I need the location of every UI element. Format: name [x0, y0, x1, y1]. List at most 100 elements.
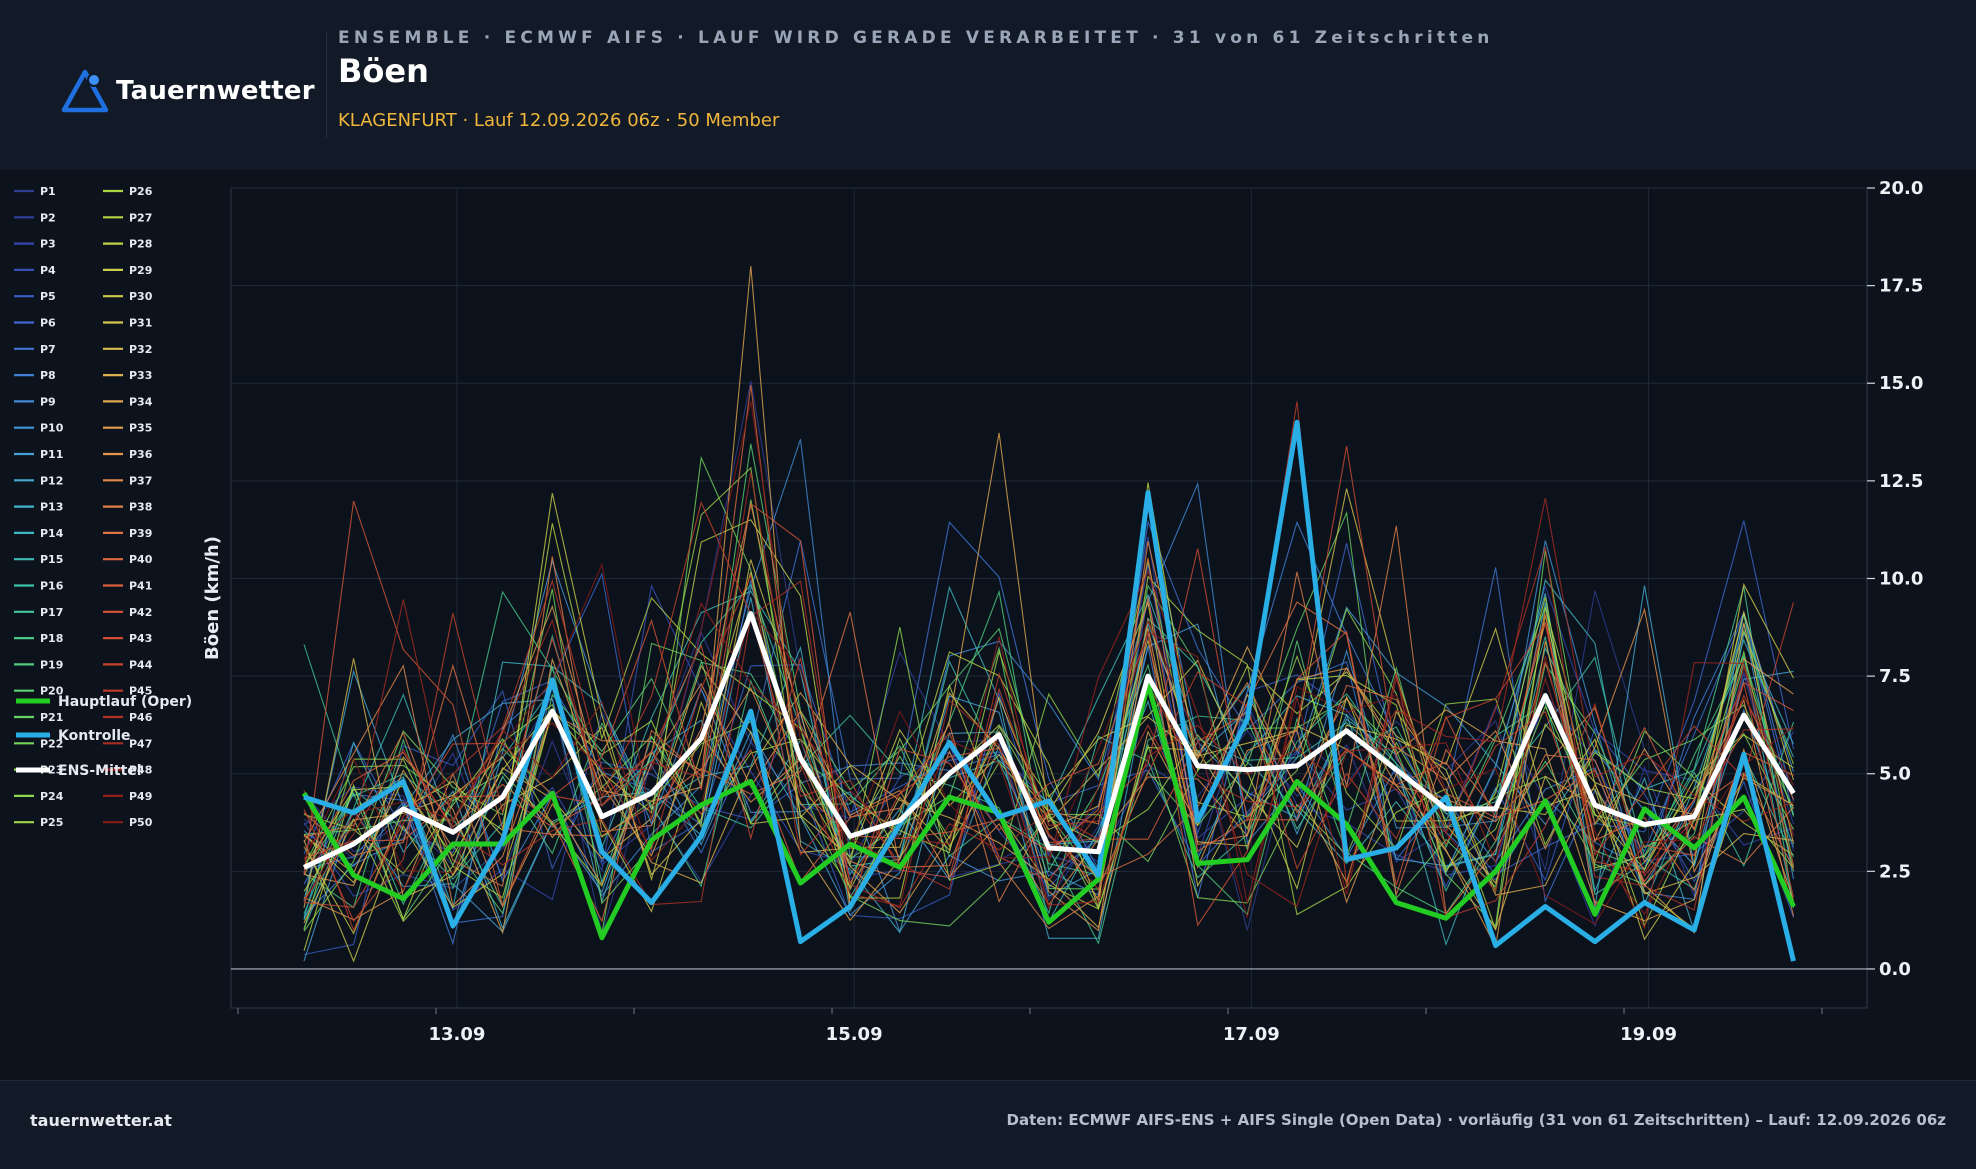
svg-text:P26: P26 — [129, 185, 153, 198]
legend-item-p11: P11 — [14, 448, 63, 461]
legend-item-p42: P42 — [103, 606, 152, 619]
member-line-p12 — [303, 585, 1794, 939]
legend-item-p37: P37 — [103, 474, 152, 487]
legend-item-p18: P18 — [14, 632, 63, 645]
legend-item-p26: P26 — [103, 185, 153, 198]
brand-logo[interactable]: Tauernwetter — [60, 68, 315, 114]
member-line-p48 — [303, 570, 1795, 930]
svg-text:P3: P3 — [40, 238, 56, 251]
svg-text:P43: P43 — [129, 632, 152, 645]
legend-item-p9: P9 — [14, 395, 56, 408]
legend-item-p29: P29 — [103, 264, 152, 277]
svg-text:P4: P4 — [40, 264, 56, 277]
svg-text:P48: P48 — [129, 764, 152, 777]
member-line-p3 — [303, 536, 1794, 911]
svg-text:P19: P19 — [40, 658, 63, 671]
legend-item-p22: P22 — [14, 737, 63, 750]
legend-item-p7: P7 — [14, 343, 56, 356]
svg-text:P13: P13 — [40, 501, 63, 514]
legend-item-p20: P20 — [14, 685, 64, 698]
legend-item-control: Kontrolle — [16, 728, 131, 744]
member-line-p33 — [303, 622, 1795, 934]
svg-text:P12: P12 — [40, 474, 63, 487]
legend-item-p19: P19 — [14, 658, 63, 671]
legend-item-p30: P30 — [103, 290, 153, 303]
page-footer: tauernwetter.at Daten: ECMWF AIFS-ENS + … — [0, 1080, 1976, 1169]
footer-site: tauernwetter.at — [30, 1111, 172, 1130]
svg-text:P27: P27 — [129, 211, 152, 224]
legend-item-p4: P4 — [14, 264, 56, 277]
legend-item-p5: P5 — [14, 290, 56, 303]
y-tick-label: 10.0 — [1879, 568, 1923, 589]
svg-text:P39: P39 — [129, 527, 152, 540]
legend-item-p50: P50 — [103, 816, 153, 829]
legend-item-p36: P36 — [103, 448, 153, 461]
member-line-p44 — [303, 500, 1795, 922]
svg-text:P45: P45 — [129, 685, 152, 698]
legend-item-p21: P21 — [14, 711, 63, 724]
header-kicker: ENSEMBLE · ECMWF AIFS · LAUF WIRD GERADE… — [338, 28, 1494, 48]
triangle-mountain-icon — [61, 69, 109, 113]
chart-legend: P1 P2 P3 P4 P5 P6 P7 P8 P9 P10 P11 P12 P13 P14 P15 P16 P… — [14, 185, 192, 829]
svg-text:Kontrolle: Kontrolle — [58, 728, 131, 744]
svg-text:P15: P15 — [40, 553, 63, 566]
member-line-p45 — [303, 401, 1794, 932]
legend-item-ens-mean: ENS-Mittel — [16, 763, 142, 779]
y-tick-label: 5.0 — [1879, 764, 1911, 785]
svg-text:P8: P8 — [40, 369, 56, 382]
svg-text:P7: P7 — [40, 343, 56, 356]
legend-item-p28: P28 — [103, 238, 152, 251]
y-tick-label: 12.5 — [1879, 471, 1923, 492]
y-axis: 0.0 2.5 5.0 7.5 10.0 12.5 15.0 17.5 20.0 — [1867, 178, 1923, 980]
x-tick-label: 13.09 — [428, 1024, 485, 1045]
y-tick-label: 2.5 — [1879, 861, 1911, 882]
legend-item-p41: P41 — [103, 580, 152, 593]
legend-item-p14: P14 — [14, 527, 64, 540]
legend-item-p35: P35 — [103, 422, 152, 435]
member-line-p47 — [303, 472, 1794, 907]
x-tick-label: 17.09 — [1223, 1024, 1280, 1045]
svg-text:P28: P28 — [129, 238, 152, 251]
gust-ensemble-chart: 0.0 2.5 5.0 7.5 10.0 12.5 15.0 17.5 20.0 13.09 15… — [14, 178, 1923, 1045]
footer-source: Daten: ECMWF AIFS-ENS + AIFS Single (Ope… — [1006, 1111, 1947, 1129]
member-line-p24 — [303, 561, 1795, 930]
y-tick-label: 7.5 — [1879, 666, 1911, 687]
x-tick-label: 19.09 — [1620, 1024, 1677, 1045]
svg-text:P47: P47 — [129, 737, 152, 750]
member-line-p35 — [303, 604, 1794, 949]
svg-text:P23: P23 — [40, 764, 63, 777]
member-line-p39 — [303, 601, 1794, 897]
legend-item-p25: P25 — [14, 816, 63, 829]
legend-item-p27: P27 — [103, 211, 152, 224]
legend-item-p47: P47 — [103, 737, 152, 750]
svg-text:P21: P21 — [40, 711, 63, 724]
svg-text:P34: P34 — [129, 395, 153, 408]
svg-text:P40: P40 — [129, 553, 153, 566]
svg-text:P29: P29 — [129, 264, 152, 277]
legend-item-p34: P34 — [103, 395, 153, 408]
svg-text:P11: P11 — [40, 448, 63, 461]
svg-text:P14: P14 — [40, 527, 64, 540]
svg-text:P44: P44 — [129, 658, 153, 671]
page-header: Tauernwetter ENSEMBLE · ECMWF AIFS · LAU… — [0, 0, 1976, 170]
svg-text:P33: P33 — [129, 369, 152, 382]
svg-text:P22: P22 — [40, 737, 63, 750]
svg-text:P1: P1 — [40, 185, 56, 198]
legend-item-p40: P40 — [103, 553, 153, 566]
member-line-p17 — [303, 636, 1795, 915]
member-line-p29 — [303, 493, 1794, 935]
highlight-lines — [301, 419, 1796, 962]
svg-text:P24: P24 — [40, 790, 64, 803]
member-line-p19 — [303, 589, 1795, 916]
legend-item-p31: P31 — [103, 317, 152, 330]
svg-text:P37: P37 — [129, 474, 152, 487]
svg-text:P20: P20 — [40, 685, 64, 698]
svg-text:Hauptlauf (Oper): Hauptlauf (Oper) — [58, 694, 192, 710]
ens-mean-line — [302, 611, 1796, 870]
legend-item-p3: P3 — [14, 238, 56, 251]
svg-text:P17: P17 — [40, 606, 63, 619]
page-title: Böen — [338, 52, 429, 90]
member-line-p49 — [303, 610, 1794, 915]
legend-item-p8: P8 — [14, 369, 56, 382]
svg-text:P42: P42 — [129, 606, 152, 619]
